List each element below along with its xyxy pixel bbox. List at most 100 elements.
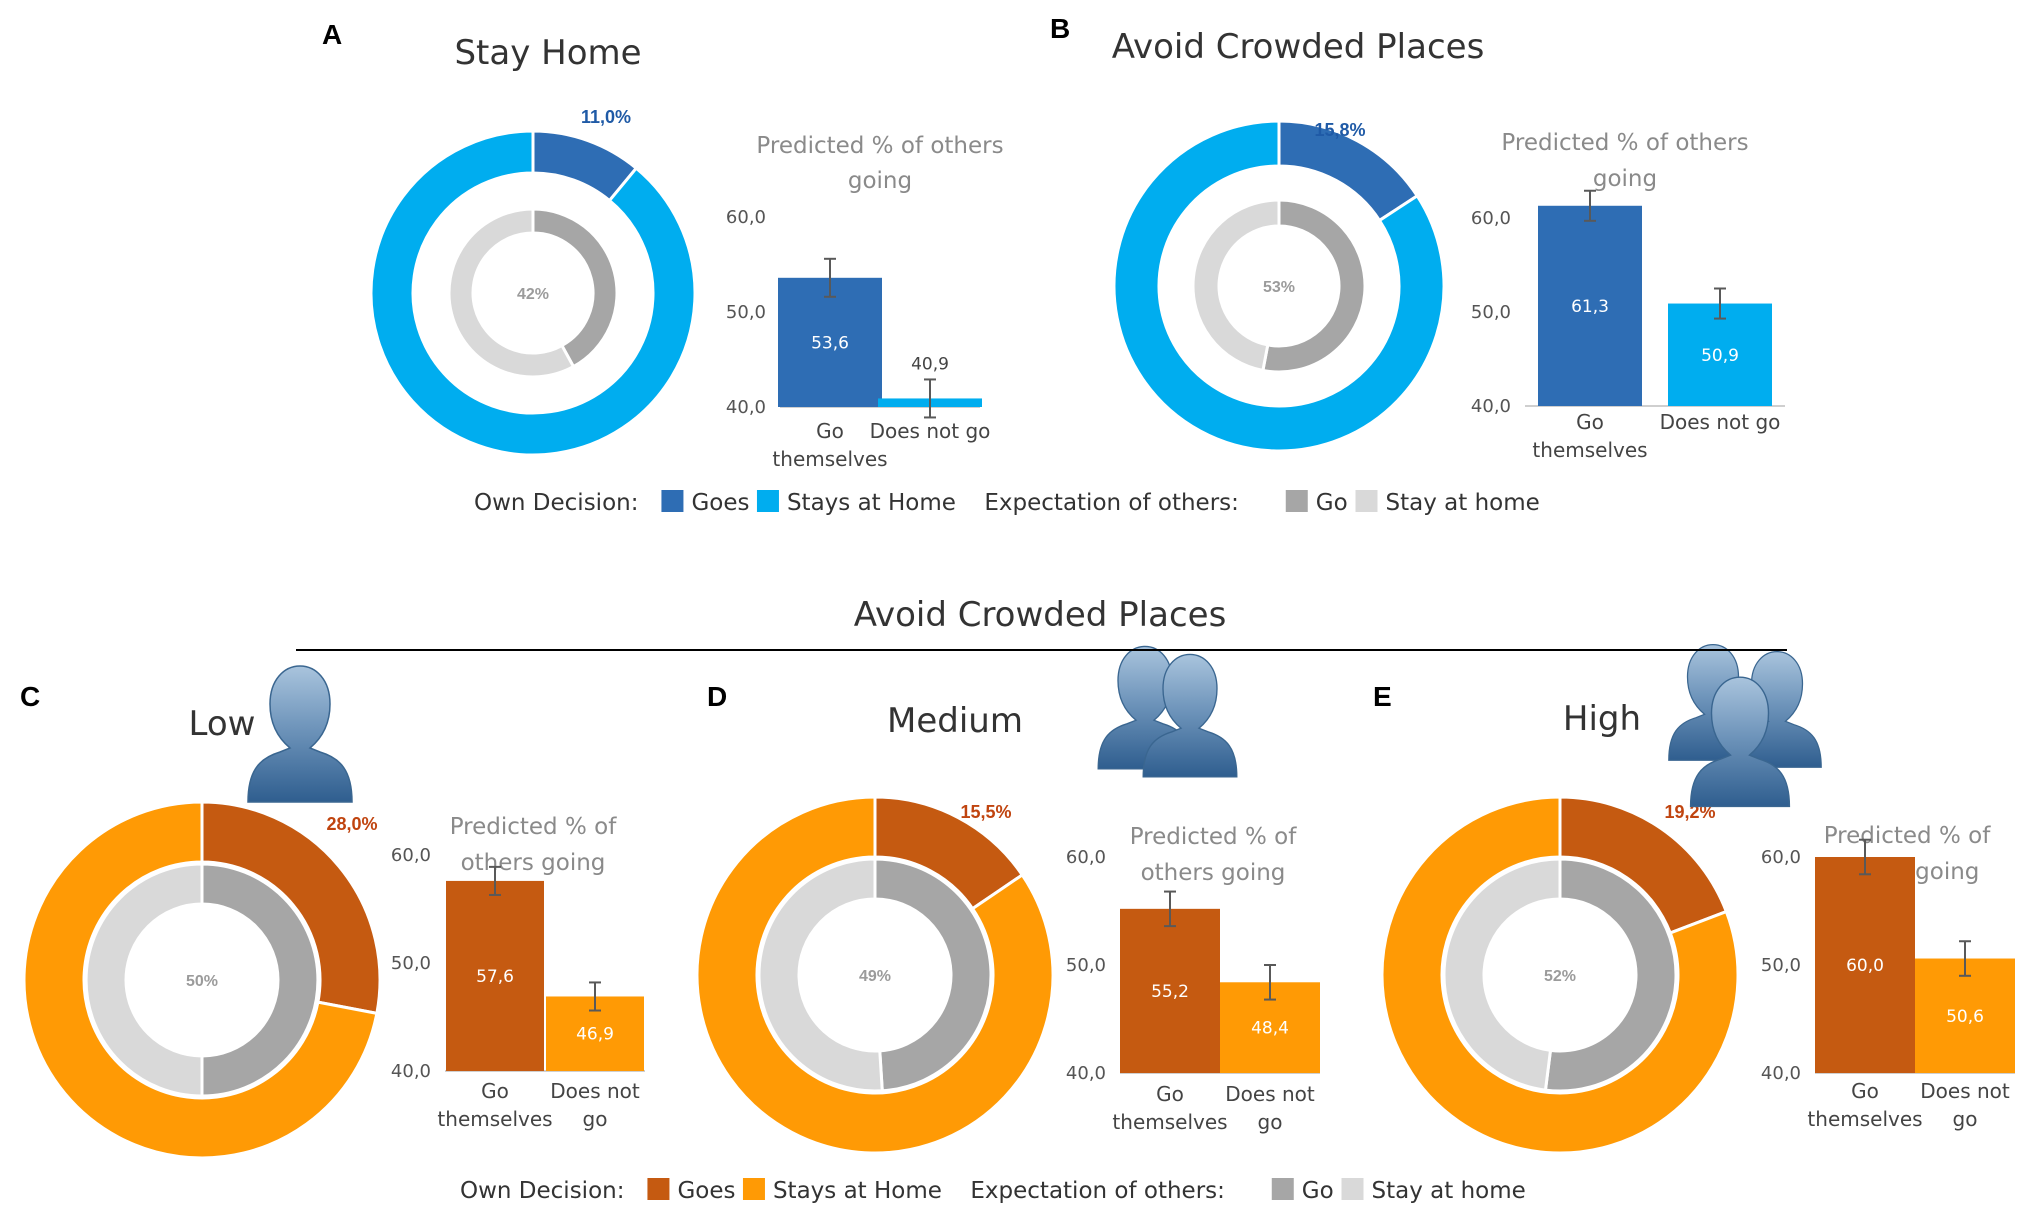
legend-exp-item: Stay at home — [1386, 490, 1540, 516]
x-category-label: Does not — [1225, 1082, 1315, 1106]
bar-value-label: 60,0 — [1846, 956, 1884, 976]
panel-label: A — [322, 19, 342, 50]
donut-center-label: 42% — [517, 286, 549, 303]
section-title: Avoid Crowded Places — [854, 595, 1227, 635]
y-tick-label: 50,0 — [1761, 955, 1801, 976]
bar-chart-title: going — [848, 168, 912, 194]
legend-swatch — [1285, 490, 1308, 512]
inner-slice-stay-at-home — [447, 207, 576, 379]
bar-go-themselves — [1120, 908, 1220, 1073]
x-category-label: go — [583, 1107, 608, 1131]
y-tick-label: 50,0 — [1471, 302, 1511, 323]
panel-title: High — [1563, 699, 1641, 739]
legend-own-label: Own Decision: — [474, 490, 638, 516]
bar-chart: Predicted % of others going 40,0 50,0 60,0 61… — [1471, 130, 1785, 462]
outer-ring — [695, 795, 1055, 1155]
x-category-label: Go — [1576, 410, 1604, 434]
legend-own-item: Goes — [677, 1178, 735, 1204]
legend-1: Own Decision: Goes Stays at Home Expectatio… — [474, 490, 1540, 516]
legend-exp-item: Go — [1316, 490, 1348, 516]
outer-slice-stays-at-home — [695, 795, 1055, 1155]
donut-center-label: 50% — [186, 973, 218, 990]
y-tick-label: 40,0 — [391, 1061, 431, 1082]
inner-slice-go — [1543, 857, 1678, 1093]
bar-go-themselves — [778, 277, 882, 407]
bar-chart-title: others going — [461, 850, 606, 876]
legend-swatch — [742, 1178, 765, 1200]
bar-go-themselves — [1538, 205, 1642, 406]
inner-slice-stay-at-home — [757, 857, 884, 1093]
bar-chart-title: others going — [1141, 860, 1286, 886]
bar-go-themselves — [446, 880, 544, 1071]
x-category-label: Go — [1156, 1082, 1184, 1106]
legend-exp-item: Stay at home — [1372, 1178, 1526, 1204]
bar-value-label: 57,6 — [476, 967, 514, 987]
outer-slice-stays-at-home — [369, 129, 697, 457]
bar-value-label: 48,4 — [1251, 1019, 1289, 1039]
bar-chart: Predicted % of others going 40,0 50,0 60,0 53… — [726, 133, 1004, 471]
bar-chart-title: Predicted % of — [450, 814, 618, 840]
panel-c: C Low 50% 28,0% Predicted % of others going 40… — [20, 681, 645, 1160]
x-category-label: themselves — [1532, 438, 1647, 462]
panel-title: Avoid Crowded Places — [1112, 27, 1485, 67]
x-category-label: themselves — [437, 1107, 552, 1131]
inner-slice-stay-at-home — [1191, 198, 1281, 373]
person-icon — [1142, 653, 1238, 778]
legend-2: Own Decision: Goes Stays at Home Expectatio… — [460, 1178, 1526, 1204]
x-category-label: Does not — [1920, 1079, 2010, 1103]
panel-title: Medium — [887, 701, 1023, 741]
outer-slice-stays-at-home — [1112, 119, 1446, 453]
bar-does-not-go — [1668, 303, 1772, 406]
y-tick-label: 40,0 — [1471, 396, 1511, 417]
y-tick-label: 60,0 — [1761, 847, 1801, 868]
y-tick-label: 60,0 — [1471, 208, 1511, 229]
y-tick-label: 50,0 — [726, 302, 766, 323]
panel-label: B — [1050, 13, 1070, 44]
inner-slice-go — [873, 857, 993, 1093]
outer-pct-label: 28,0% — [326, 814, 377, 834]
inner-slice-stay-at-home — [84, 862, 204, 1098]
bar-value-label: 40,9 — [911, 354, 949, 374]
inner-slice-go — [200, 862, 320, 1098]
bar-value-label: 50,9 — [1701, 346, 1739, 366]
panel-label: C — [20, 681, 40, 712]
outer-pct-label: 15,8% — [1314, 120, 1365, 140]
y-tick-label: 60,0 — [726, 207, 766, 228]
outer-slice-stays-at-home — [1380, 795, 1740, 1155]
y-tick-label: 50,0 — [391, 953, 431, 974]
donut-center-label: 53% — [1263, 279, 1295, 296]
x-category-label: go — [1258, 1110, 1283, 1134]
legend-exp-label: Expectation of others: — [984, 490, 1239, 516]
bar-value-label: 46,9 — [576, 1025, 614, 1045]
bar-chart-title: Predicted % of others — [756, 133, 1003, 159]
legend-swatch — [756, 490, 779, 512]
legend-swatch — [1341, 1178, 1364, 1200]
inner-ring — [1442, 857, 1678, 1093]
inner-slice-stay-at-home — [1442, 857, 1562, 1092]
bar-chart-title: going — [1593, 166, 1657, 192]
people-icon-e — [1689, 676, 1791, 808]
x-category-label: Does not — [550, 1079, 640, 1103]
bar-chart-title: Predicted % of others — [1501, 130, 1748, 156]
legend-swatch — [1355, 490, 1378, 512]
bar-value-label: 50,6 — [1946, 1007, 1984, 1027]
x-category-label: go — [1953, 1107, 1978, 1131]
outer-slice-goes — [200, 800, 382, 1016]
donut-center-label: 49% — [859, 968, 891, 985]
y-tick-label: 40,0 — [1761, 1063, 1801, 1084]
y-tick-label: 50,0 — [1066, 955, 1106, 976]
legend-swatch — [1271, 1178, 1294, 1200]
people-icon-d — [1142, 653, 1238, 778]
x-category-label: themselves — [1112, 1110, 1227, 1134]
person-icon — [1689, 676, 1791, 808]
x-category-label: Does not go — [1660, 410, 1781, 434]
y-tick-label: 40,0 — [726, 397, 766, 418]
inner-ring — [757, 857, 993, 1093]
outer-pct-label: 11,0% — [581, 107, 631, 127]
donut-center-label: 52% — [1544, 968, 1576, 985]
bar-chart-title: Predicted % of — [1824, 823, 1992, 849]
legend-exp-item: Go — [1302, 1178, 1334, 1204]
bar-does-not-go — [1915, 958, 2015, 1073]
